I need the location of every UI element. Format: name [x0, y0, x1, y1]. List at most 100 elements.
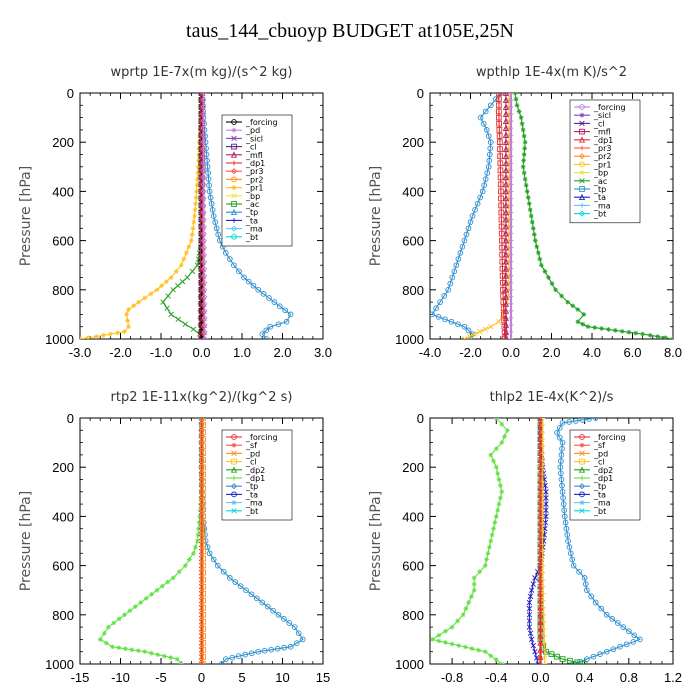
series-point — [523, 182, 529, 188]
series-point — [100, 332, 106, 338]
series-point — [198, 231, 204, 236]
series-point — [626, 329, 632, 335]
series-point — [526, 618, 533, 624]
series-point — [559, 439, 566, 446]
series-point — [168, 311, 174, 318]
y-tick-label: 200 — [402, 135, 424, 150]
series-point — [496, 127, 503, 133]
series-point — [499, 489, 505, 495]
series-point — [200, 520, 206, 527]
series-point — [508, 238, 514, 243]
series-point — [200, 195, 207, 202]
legend-label: _ma — [245, 225, 263, 234]
legend-label: _forcing — [245, 433, 278, 442]
x-tick-label: -10 — [111, 670, 130, 685]
legend-marker — [230, 483, 238, 490]
series-point — [508, 273, 514, 279]
series-point — [614, 620, 621, 626]
series-point — [540, 556, 546, 561]
series-point — [200, 611, 206, 618]
legend-label: _dp1 — [245, 159, 265, 168]
series-point — [136, 299, 142, 305]
series-point — [255, 648, 262, 655]
series-point — [200, 93, 207, 97]
series-point — [508, 132, 514, 138]
series-group — [80, 93, 294, 339]
series-point — [126, 324, 131, 330]
series-point — [590, 653, 597, 660]
series-point — [631, 632, 638, 639]
series-point — [474, 200, 481, 207]
series-point — [540, 528, 546, 533]
series-point — [610, 646, 617, 653]
series-point — [200, 160, 207, 167]
series-point — [459, 243, 466, 250]
legend-label: _dp1 — [593, 474, 613, 483]
series-point — [599, 326, 605, 331]
series-point — [195, 170, 201, 176]
series-point — [194, 182, 200, 188]
series-point — [208, 200, 215, 207]
series-point — [518, 115, 524, 120]
series-point — [193, 201, 199, 207]
series-point — [540, 506, 546, 512]
series-point — [508, 139, 514, 145]
legend-label: _tp — [245, 482, 258, 491]
series-point — [558, 470, 564, 477]
series-point — [200, 429, 206, 435]
series-point — [200, 604, 206, 611]
series-point — [493, 514, 499, 519]
series-point — [630, 639, 637, 645]
series-point — [200, 457, 206, 464]
legend-marker — [579, 128, 585, 135]
series-point — [127, 608, 133, 614]
legend-marker — [231, 434, 237, 440]
series-point — [541, 619, 547, 625]
y-tick-label: 200 — [52, 135, 74, 150]
series-point — [585, 324, 591, 330]
y-tick-label: 600 — [402, 559, 424, 574]
series-point — [110, 644, 115, 650]
series-point — [623, 641, 630, 648]
series-point — [477, 569, 483, 575]
series-point — [205, 176, 212, 182]
series-point — [255, 286, 262, 293]
series-point — [435, 314, 442, 320]
series-point — [502, 300, 510, 307]
series-point — [154, 287, 160, 293]
y-tick-label: 0 — [417, 411, 424, 426]
series-point — [201, 328, 208, 336]
legend-box — [569, 99, 641, 224]
series-point — [200, 244, 208, 251]
series-point — [201, 258, 208, 265]
series-point — [558, 476, 565, 483]
series-point — [196, 520, 202, 525]
series-point — [540, 591, 546, 597]
series-point — [201, 321, 208, 328]
series-point — [122, 329, 127, 335]
series-point — [291, 624, 298, 630]
series-point — [215, 231, 222, 238]
x-tick-label: -0.4 — [485, 670, 507, 685]
legend-marker — [579, 112, 585, 118]
series-point — [200, 418, 206, 421]
series-point — [194, 189, 200, 194]
series-point — [174, 656, 180, 662]
legend-label: _dp1 — [245, 474, 265, 483]
legend-label: _ta — [245, 216, 258, 225]
series-point — [508, 245, 514, 251]
series-point — [492, 520, 498, 525]
legend-label: _pd — [593, 449, 608, 458]
series-point — [540, 450, 546, 456]
y-tick-label: 200 — [52, 460, 74, 475]
legend-marker — [231, 508, 237, 514]
series-point — [537, 625, 544, 632]
series-point — [508, 93, 514, 96]
series-point — [200, 167, 207, 174]
series-point — [200, 96, 207, 104]
series-point — [165, 579, 171, 585]
series-point — [159, 283, 165, 289]
series-point — [508, 252, 514, 258]
series-point — [500, 286, 506, 293]
y-tick-label: 1000 — [395, 657, 424, 672]
